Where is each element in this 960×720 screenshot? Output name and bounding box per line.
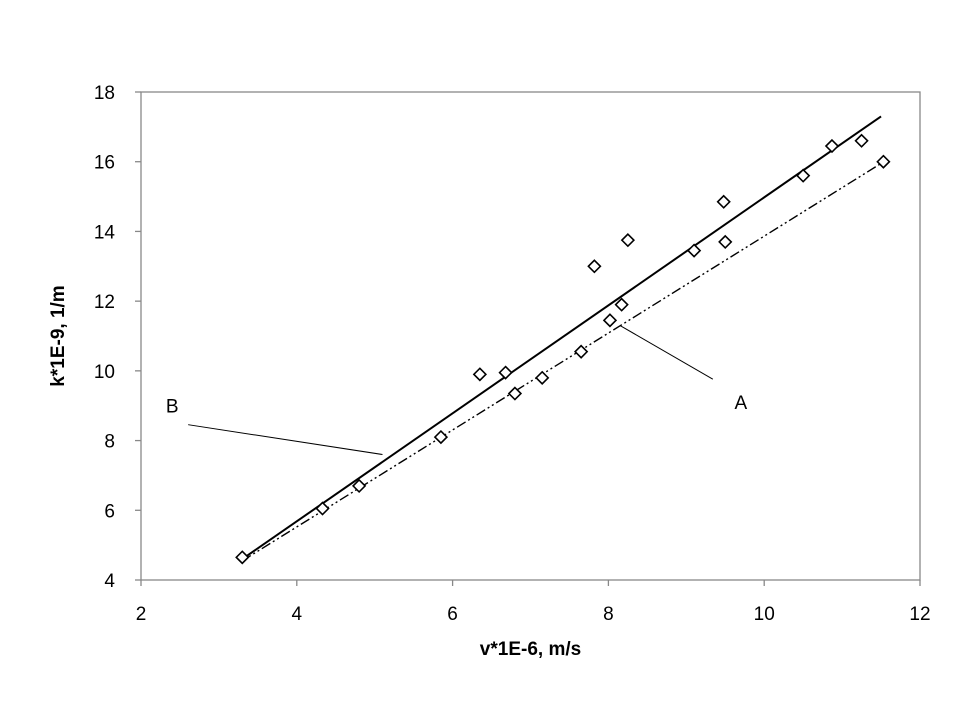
data-point-diamond [574,344,589,359]
annotation-label-b: B [166,397,179,418]
x-tick-label: 4 [292,604,303,625]
data-point-diamond [472,367,487,382]
data-point-diamond [824,138,840,154]
y-tick-label: 10 [94,362,115,383]
data-point-diamond [535,370,550,385]
data-point-diamond [587,259,602,274]
y-tick-label: 12 [94,292,115,313]
data-point-diamond [315,501,330,516]
x-tick-label: 2 [136,604,147,625]
data-point-diamond [235,550,250,565]
x-tick-label: 8 [603,604,614,625]
data-point-diamond [686,243,702,258]
data-point-diamond [433,429,449,445]
y-tick-label: 14 [94,222,116,243]
x-tick-label: 6 [447,604,458,625]
fit-line-dash-dot-dot [241,162,882,562]
x-tick-label: 12 [909,604,930,625]
data-point-diamond [876,154,891,169]
x-tick-label: 10 [754,604,775,625]
y-tick-label: 16 [94,153,115,174]
y-tick-label: 4 [104,571,115,592]
fit-lines [241,115,882,562]
plot-area-frame [140,91,921,581]
y-tick-label: 8 [104,432,115,453]
data-point-diamond [854,133,869,148]
data-points [235,133,891,565]
annotations: AB [166,325,747,456]
data-point-diamond [614,297,629,312]
data-point-diamond [796,168,811,183]
y-tick-label: 18 [94,83,115,104]
data-point-diamond [620,233,636,248]
x-axis-title: v*1E-6, m/s [480,639,581,660]
data-point-diamond [716,194,731,209]
annotation-leader-a [619,325,714,380]
data-point-diamond [498,365,513,380]
data-point-diamond [718,234,733,250]
fit-line-solid [241,115,882,560]
y-axis-title: k*1E-9, 1/m [48,285,69,386]
y-tick-label: 6 [104,501,115,522]
data-point-diamond [602,313,618,328]
annotation-label-a: A [734,393,747,414]
data-point-diamond [351,478,367,494]
data-point-diamond [507,386,523,401]
annotation-leader-b [188,424,383,456]
